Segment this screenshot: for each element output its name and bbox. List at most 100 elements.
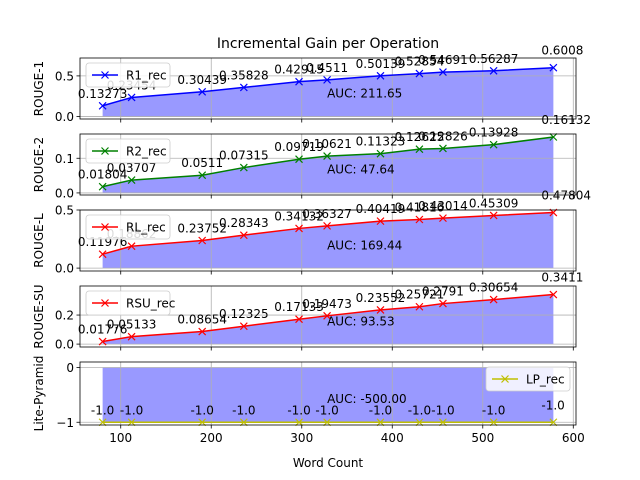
auc-fill-area [102, 67, 554, 117]
data-point-marker [376, 217, 385, 226]
data-label: 0.3411 [541, 271, 583, 285]
data-label: -1.0 [190, 403, 213, 417]
data-label: 0.34132 [274, 209, 324, 223]
data-point-marker [323, 221, 332, 230]
data-point-marker [295, 224, 303, 233]
data-label: 0.45309 [469, 196, 519, 210]
data-label: 0.54691 [418, 53, 468, 67]
data-label: 0.2791 [422, 285, 464, 299]
data-point-marker [98, 250, 107, 259]
legend-label: RL_rec [126, 221, 166, 235]
data-label: 0.13273 [78, 87, 128, 101]
data-point-marker [239, 83, 248, 92]
axes-frame [79, 209, 577, 272]
data-point-marker [376, 305, 385, 314]
data-point-marker [489, 140, 498, 149]
data-label: -1.0 [120, 403, 143, 417]
data-label: 0.25721 [395, 288, 445, 302]
data-point-marker [376, 71, 385, 80]
data-point-marker [239, 322, 248, 331]
data-label: -1.0 [408, 403, 431, 417]
data-label: 0.30654 [469, 281, 519, 295]
x-tick-label: 500 [471, 431, 494, 445]
x-axis-label: Word Count [293, 456, 364, 470]
data-label: 0.13928 [469, 126, 519, 140]
data-label: 0.35828 [219, 68, 269, 82]
y-tick-label: 0.0 [55, 110, 74, 124]
data-label: 0.12325 [219, 307, 269, 321]
data-point-marker [439, 144, 447, 153]
data-label: 0.08654 [177, 313, 227, 327]
data-point-marker [415, 69, 424, 78]
data-point-marker [198, 171, 207, 180]
data-point-marker [198, 236, 207, 245]
data-label: 0.23552 [356, 291, 406, 305]
panel-RL_rec: 0.119760.188620.237520.283430.341320.363… [32, 189, 591, 276]
x-tick-label: 600 [562, 431, 585, 445]
data-point-marker [323, 152, 332, 161]
data-label: 0.41816 [395, 201, 445, 215]
data-point-marker [549, 418, 558, 427]
panel-R1_rec: 0.132730.234540.304390.358280.429150.451… [32, 44, 583, 124]
data-point-marker [295, 418, 303, 427]
y-axis-label: ROUGE-SU [32, 284, 46, 348]
legend: R1_rec [85, 62, 171, 88]
data-label: 0.09719 [274, 140, 324, 154]
data-point-marker [376, 418, 385, 427]
legend-label: RSU_rec [126, 297, 175, 311]
y-tick-label: 0 [66, 361, 74, 375]
y-tick-label: 0.0 [55, 338, 74, 352]
data-label: 0.05133 [107, 318, 157, 332]
data-label: 0.50139 [356, 57, 406, 71]
data-label: 0.17133 [274, 300, 324, 314]
data-point-marker [198, 87, 207, 96]
legend-swatch-marker [501, 375, 509, 383]
data-point-marker [295, 315, 303, 324]
data-label: -1.0 [91, 403, 114, 417]
data-point-marker [549, 63, 558, 72]
axes-frame [79, 361, 577, 426]
legend-label: R2_rec [126, 145, 167, 159]
data-label: 0.10621 [302, 137, 352, 151]
y-tick-label: 0.1 [55, 152, 74, 166]
data-point-marker [439, 299, 447, 308]
data-point-marker [439, 68, 447, 77]
data-point-marker [98, 337, 107, 346]
legend: R2_rec [85, 138, 171, 164]
data-point-marker [415, 302, 424, 311]
axes-frame [79, 285, 577, 348]
axes-frame [79, 133, 577, 196]
data-point-marker [98, 418, 107, 427]
data-point-marker [239, 163, 248, 172]
x-tick-label: 300 [290, 431, 313, 445]
legend-swatch-marker [101, 299, 109, 307]
data-label: 0.16132 [541, 113, 591, 127]
data-point-marker [489, 211, 498, 220]
legend-label: LP_rec [526, 373, 565, 387]
data-label: -1.0 [315, 403, 338, 417]
data-label: 0.4511 [306, 61, 348, 75]
data-point-marker [415, 418, 424, 427]
data-point-marker [439, 418, 447, 427]
legend-swatch-marker [101, 147, 109, 155]
data-point-marker [239, 231, 248, 240]
auc-annotation: AUC: 47.64 [327, 163, 395, 177]
data-label: 0.30439 [177, 73, 227, 87]
data-label: -1.0 [541, 398, 564, 412]
data-point-marker [239, 418, 248, 427]
y-axis-label: Lite-Pyramid [32, 356, 46, 432]
y-tick-label: 0.0 [55, 186, 74, 200]
data-point-marker [127, 176, 136, 184]
data-label: -1.0 [482, 403, 505, 417]
data-point-marker [489, 295, 498, 304]
data-point-marker [549, 133, 558, 141]
auc-fill-area [102, 367, 554, 423]
data-point-marker [98, 101, 107, 110]
data-label: 0.07315 [219, 149, 269, 163]
data-point-marker [295, 77, 303, 86]
data-point-marker [198, 418, 207, 427]
legend-label: R1_rec [126, 69, 167, 83]
y-tick-label: 0.5 [55, 204, 74, 218]
